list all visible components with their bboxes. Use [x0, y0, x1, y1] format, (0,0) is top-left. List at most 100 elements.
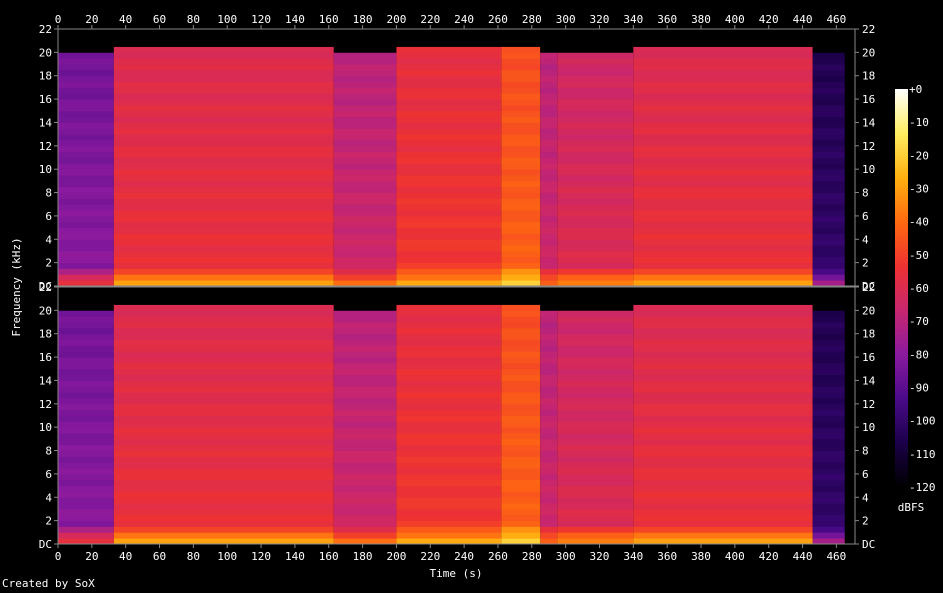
- x-tick-label: 240: [454, 550, 474, 563]
- spectrum-cell: [333, 322, 397, 329]
- spectrum-cell: [812, 333, 845, 340]
- spectrum-cell: [58, 46, 114, 53]
- spectrum-cell: [812, 292, 845, 300]
- spectrum-cell: [501, 256, 541, 264]
- spectrum-cell: [501, 64, 541, 71]
- spectrum-cell: [540, 274, 558, 281]
- x-tick-label: 280: [522, 550, 542, 563]
- x-tick-label: 360: [657, 550, 677, 563]
- spectrum-cell: [812, 392, 845, 399]
- spectrum-cell: [540, 473, 558, 481]
- spectrum-cell: [844, 87, 855, 94]
- spectrum-cell: [540, 116, 558, 123]
- spectrum-cell: [58, 462, 114, 469]
- spectrum-cell: [557, 473, 634, 481]
- spectrum-cell: [540, 256, 558, 264]
- spectrum-cell: [557, 421, 634, 428]
- spectrum-cell: [540, 468, 558, 475]
- channel-plots: [57, 28, 856, 545]
- spectrum-cell: [58, 368, 114, 376]
- spectrum-cell: [58, 175, 114, 182]
- spectrum-cell: [396, 29, 502, 36]
- y-tick-label: 12: [39, 140, 52, 153]
- x-tick-label: 340: [623, 550, 643, 563]
- spectrum-cell: [333, 110, 397, 118]
- spectrum-cell: [58, 397, 114, 405]
- spectrum-cell: [113, 491, 334, 498]
- x-tick-label: 460: [826, 550, 846, 563]
- spectrum-cell: [58, 520, 114, 527]
- spectrum-cell: [58, 427, 114, 434]
- spectrum-cell: [396, 433, 502, 440]
- spectrum-cell: [113, 450, 334, 457]
- spectrum-cell: [113, 262, 334, 269]
- spectrum-cell: [633, 520, 813, 527]
- spectrum-cell: [396, 175, 502, 182]
- spectrum-cell: [844, 339, 855, 346]
- spectrum-cell: [812, 339, 845, 346]
- spectrum-cell: [396, 122, 502, 129]
- spectrum-cell: [812, 327, 845, 335]
- spectrum-cell: [501, 239, 541, 246]
- spectrum-cell: [633, 34, 813, 42]
- spectrum-cell: [633, 322, 813, 329]
- spectrum-cell: [633, 444, 813, 451]
- spectrum-cell: [540, 339, 558, 346]
- spectrum-cell: [396, 403, 502, 411]
- spectrum-cell: [396, 380, 502, 387]
- spectrum-cell: [113, 245, 334, 252]
- spectrum-cell: [540, 497, 558, 504]
- spectrum-cell: [396, 397, 502, 405]
- spectrum-cell: [58, 34, 114, 42]
- spectrum-cell: [501, 468, 541, 475]
- spectrum-cell: [812, 169, 845, 176]
- spectrum-cell: [333, 292, 397, 300]
- spectrum-cell: [812, 250, 845, 258]
- spectrum-cell: [113, 456, 334, 463]
- spectrum-cell: [396, 210, 502, 217]
- spectrum-cell: [540, 99, 558, 106]
- spectrum-cell: [58, 93, 114, 100]
- spectrum-cell: [633, 245, 813, 252]
- spectrum-cell: [396, 192, 502, 199]
- spectrum-cell: [557, 151, 634, 158]
- spectrum-cell: [396, 427, 502, 434]
- spectrum-cell: [396, 110, 502, 118]
- spectrum-cell: [540, 227, 558, 234]
- x-tick-label: 400: [725, 550, 745, 563]
- spectrum-cell: [333, 327, 397, 335]
- spectrum-cell: [113, 403, 334, 411]
- spectrum-cell: [113, 58, 334, 65]
- spectrum-cell: [113, 186, 334, 193]
- spectrum-cell: [396, 58, 502, 65]
- spectrum-cell: [844, 497, 855, 504]
- spectrum-cell: [540, 433, 558, 440]
- spectrum-cell: [501, 339, 541, 346]
- spectrum-cell: [333, 40, 397, 47]
- spectrum-cell: [540, 198, 558, 205]
- spectrum-cell: [501, 508, 541, 516]
- spectrum-cell: [540, 479, 558, 486]
- spectrum-cell: [58, 204, 114, 211]
- spectrum-cell: [540, 409, 558, 416]
- spectrum-cell: [812, 386, 845, 393]
- spectrum-cell: [633, 298, 813, 305]
- spectrum-cell: [844, 491, 855, 498]
- spectrum-cell: [113, 75, 334, 82]
- spectrum-cell: [113, 362, 334, 370]
- spectrum-cell: [812, 34, 845, 42]
- x-tick-label: 60: [153, 13, 166, 26]
- spectrum-cell: [633, 116, 813, 123]
- spectrum-cell: [58, 169, 114, 176]
- spectrum-cell: [844, 75, 855, 82]
- spectrum-cell: [58, 415, 114, 422]
- colorbar-tick-label: -50: [909, 249, 929, 262]
- spectrum-cell: [58, 87, 114, 94]
- spectrum-cell: [633, 110, 813, 118]
- y-tick-label: 10: [39, 421, 52, 434]
- spectrum-cell: [812, 40, 845, 47]
- spectrum-cell: [844, 386, 855, 393]
- spectrum-cell: [58, 58, 114, 65]
- y-tick-label: DC: [39, 538, 52, 551]
- spectrum-cell: [633, 145, 813, 153]
